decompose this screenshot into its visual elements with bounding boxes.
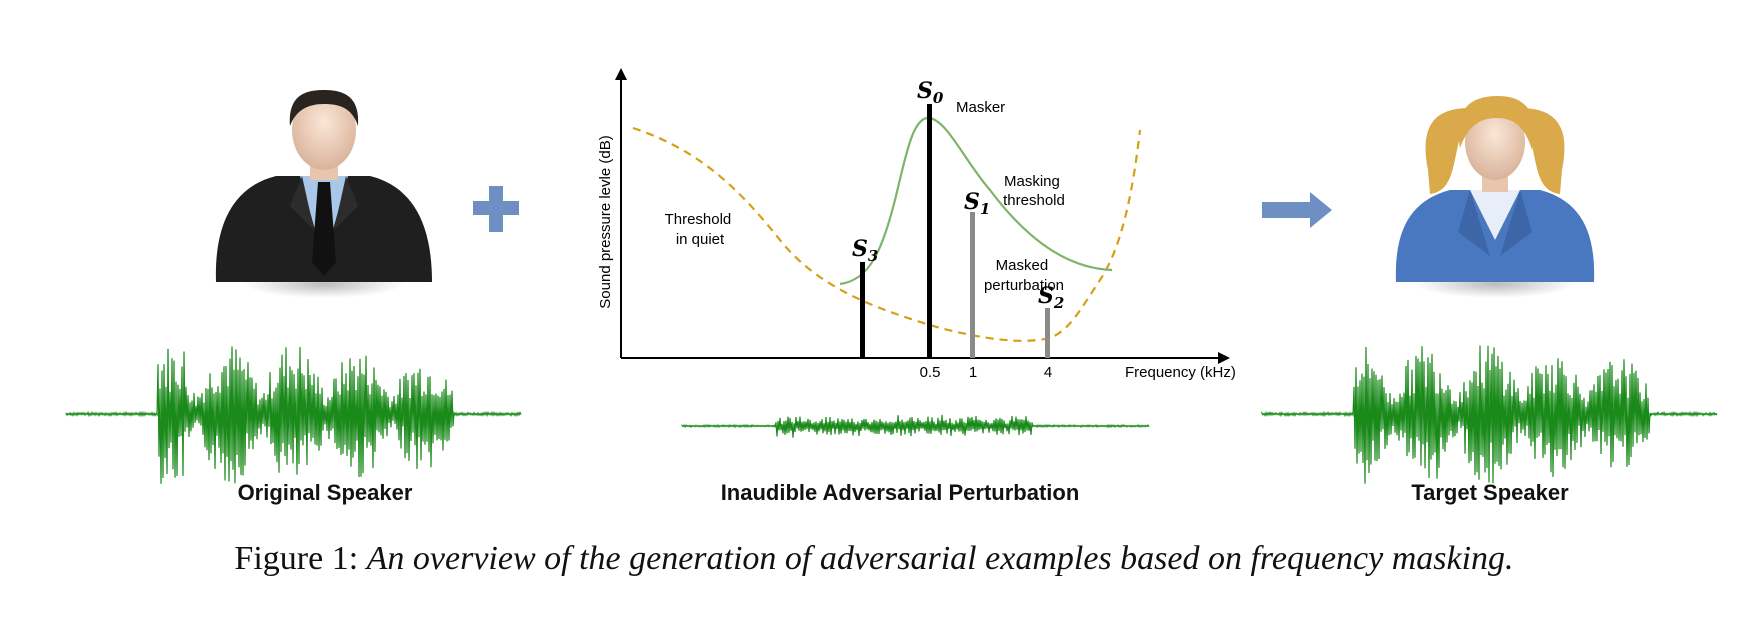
waveform-trace xyxy=(1261,345,1718,484)
arrow-right-icon xyxy=(1262,192,1332,228)
frequency-masking-chart: Sound pressure levle (dB) Frequency (kHz… xyxy=(597,68,1236,381)
signal-bar-s3 xyxy=(860,262,865,358)
hair xyxy=(1458,96,1534,150)
caption-body: An overview of the generation of adversa… xyxy=(366,540,1514,577)
plus-icon xyxy=(473,186,519,232)
perturbation-waveform xyxy=(681,414,1150,438)
original-speaker-avatar xyxy=(215,90,432,298)
signal-label-s2: S2 xyxy=(1038,283,1064,312)
x-tick-label: 0.5 xyxy=(920,364,941,381)
masker-annotation: Masker xyxy=(956,99,1005,116)
signal-label-s0: S0 xyxy=(917,78,944,107)
hair xyxy=(289,90,359,126)
signal-bar-s0 xyxy=(927,104,932,358)
figure-canvas: Sound pressure levle (dB) Frequency (kHz… xyxy=(65,68,1718,484)
perturbation-label: Inaudible Adversarial Perturbation xyxy=(720,480,1080,505)
x-tick-label: 1 xyxy=(969,364,977,381)
necktie xyxy=(312,182,336,276)
target-speaker-avatar xyxy=(1395,96,1595,298)
caption-prefix: Figure 1: xyxy=(234,540,367,577)
masking-threshold-annotation: Masking threshold xyxy=(1003,173,1065,209)
signal-label-s3: S3 xyxy=(852,236,878,265)
waveform-trace xyxy=(681,414,1150,438)
original-speaker-label: Original Speaker xyxy=(237,480,413,505)
signal-label-s1: S1 xyxy=(964,189,990,218)
x-axis-label: Frequency (kHz) xyxy=(1125,364,1236,381)
masked-perturbation-annotation: Masked perturbation xyxy=(984,257,1064,294)
threshold-in-quiet-curve xyxy=(632,126,1142,342)
figure-caption: Figure 1: An overview of the generation … xyxy=(0,540,1748,578)
y-axis-label: Sound pressure levle (dB) xyxy=(597,135,614,308)
target-speaker-label: Target Speaker xyxy=(1411,480,1569,505)
target-waveform xyxy=(1261,345,1718,484)
face xyxy=(292,90,356,170)
waveform-trace xyxy=(65,346,522,484)
threshold-in-quiet-annotation: Threshold in quiet xyxy=(665,211,736,248)
x-tick-label: 4 xyxy=(1044,364,1052,381)
original-waveform xyxy=(65,346,522,484)
signal-bar-s1 xyxy=(970,212,975,358)
face xyxy=(1465,104,1525,180)
signal-bar-s2 xyxy=(1045,308,1050,358)
